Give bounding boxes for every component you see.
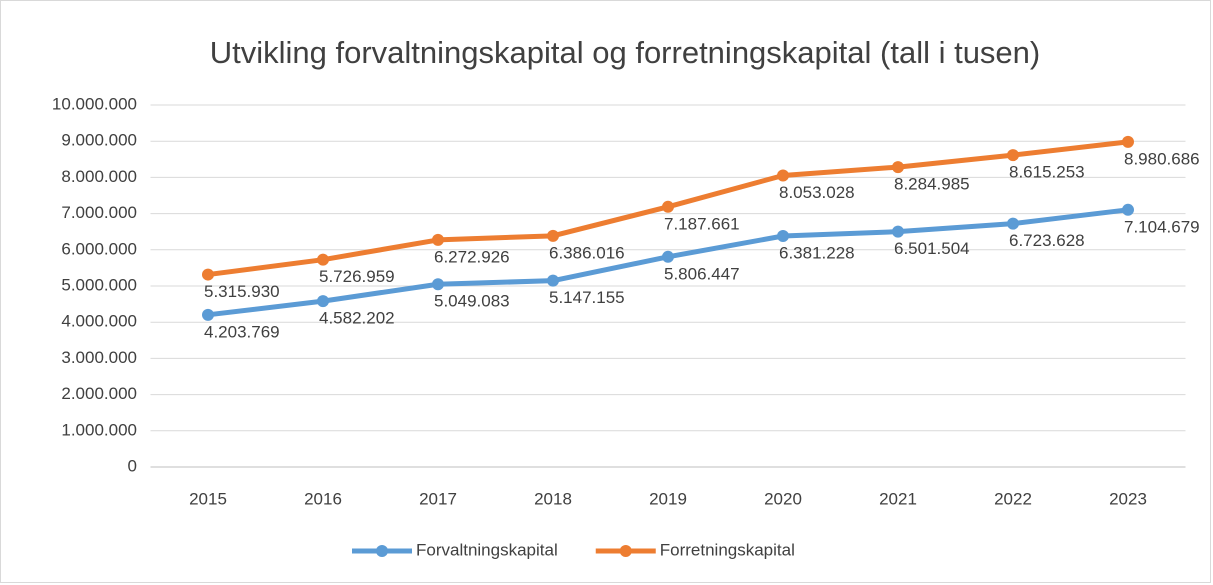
data-point bbox=[1007, 149, 1019, 162]
y-tick-label: 5.000.000 bbox=[61, 275, 137, 294]
y-tick-label: 1.000.000 bbox=[61, 420, 137, 439]
legend-label: Forvaltningskapital bbox=[416, 540, 558, 559]
data-point bbox=[1007, 217, 1019, 230]
data-label: 6.501.504 bbox=[894, 239, 970, 258]
x-tick-label: 2016 bbox=[304, 489, 342, 508]
y-tick-label: 8.000.000 bbox=[61, 167, 137, 186]
y-tick-label: 0 bbox=[128, 456, 137, 475]
data-point bbox=[892, 161, 904, 174]
data-label: 5.806.447 bbox=[664, 264, 740, 283]
data-point bbox=[1122, 203, 1134, 216]
data-point bbox=[202, 308, 214, 321]
legend-marker bbox=[376, 545, 388, 557]
data-label: 5.049.083 bbox=[434, 292, 510, 311]
data-point bbox=[317, 253, 329, 266]
y-tick-label: 6.000.000 bbox=[61, 239, 137, 258]
data-label: 4.582.202 bbox=[319, 309, 395, 328]
data-label: 6.386.016 bbox=[549, 243, 625, 262]
x-tick-label: 2021 bbox=[879, 489, 917, 508]
data-label: 6.272.926 bbox=[434, 247, 510, 266]
x-tick-label: 2019 bbox=[649, 489, 687, 508]
data-point bbox=[317, 295, 329, 308]
data-point bbox=[432, 233, 444, 246]
x-tick-label: 2018 bbox=[534, 489, 572, 508]
data-point bbox=[547, 274, 559, 287]
data-label: 8.284.985 bbox=[894, 175, 970, 194]
x-tick-label: 2020 bbox=[764, 489, 802, 508]
data-point bbox=[662, 200, 674, 213]
data-point bbox=[777, 229, 789, 242]
x-tick-label: 2023 bbox=[1109, 489, 1147, 508]
x-tick-label: 2022 bbox=[994, 489, 1032, 508]
data-label: 7.104.679 bbox=[1124, 217, 1200, 236]
data-point bbox=[432, 278, 444, 291]
data-point bbox=[777, 169, 789, 182]
data-point bbox=[662, 250, 674, 263]
data-label: 5.147.155 bbox=[549, 288, 625, 307]
x-tick-label: 2015 bbox=[189, 489, 227, 508]
data-label: 8.980.686 bbox=[1124, 149, 1200, 168]
data-label: 5.315.930 bbox=[204, 282, 280, 301]
data-point bbox=[547, 229, 559, 242]
data-label: 5.726.959 bbox=[319, 267, 395, 286]
data-point bbox=[892, 225, 904, 238]
data-label: 4.203.769 bbox=[204, 322, 280, 341]
data-label: 6.723.628 bbox=[1009, 231, 1085, 250]
data-point bbox=[1122, 135, 1134, 148]
data-label: 7.187.661 bbox=[664, 214, 740, 233]
x-tick-label: 2017 bbox=[419, 489, 457, 508]
data-point bbox=[202, 268, 214, 281]
y-tick-label: 4.000.000 bbox=[61, 312, 137, 331]
data-label: 6.381.228 bbox=[779, 243, 855, 262]
legend-marker bbox=[619, 545, 632, 557]
data-label: 8.053.028 bbox=[779, 183, 855, 202]
y-tick-label: 10.000.000 bbox=[52, 94, 137, 113]
y-tick-label: 2.000.000 bbox=[61, 384, 137, 403]
chart-title: Utvikling forvaltningskapital og forretn… bbox=[210, 35, 1041, 70]
y-tick-label: 7.000.000 bbox=[61, 203, 137, 222]
y-tick-label: 3.000.000 bbox=[61, 348, 137, 367]
y-tick-label: 9.000.000 bbox=[61, 131, 137, 150]
legend-label: Forretningskapital bbox=[660, 540, 795, 559]
data-label: 8.615.253 bbox=[1009, 163, 1085, 182]
